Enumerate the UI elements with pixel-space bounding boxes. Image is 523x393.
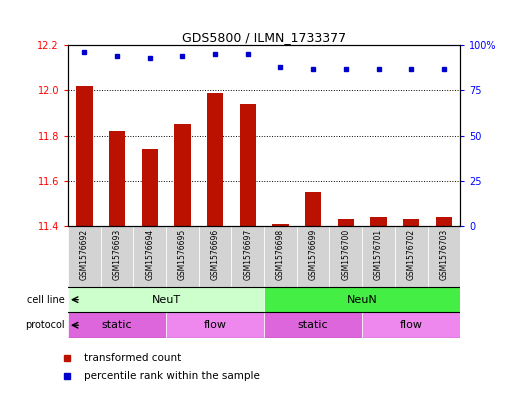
Bar [436, 217, 452, 226]
Text: GSM1576700: GSM1576700 [342, 229, 350, 280]
Bar [68, 226, 100, 287]
Bar [428, 226, 460, 287]
Bar [133, 226, 166, 287]
Text: GSM1576703: GSM1576703 [439, 229, 448, 280]
Text: GSM1576698: GSM1576698 [276, 229, 285, 280]
Bar [199, 226, 231, 287]
Bar [370, 217, 386, 226]
Text: flow: flow [400, 320, 423, 330]
Bar [403, 219, 419, 226]
Bar [68, 312, 166, 338]
Bar [264, 287, 460, 312]
Text: GSM1576697: GSM1576697 [243, 229, 252, 280]
Bar [264, 312, 362, 338]
Text: GSM1576695: GSM1576695 [178, 229, 187, 280]
Text: GSM1576696: GSM1576696 [211, 229, 220, 280]
Text: cell line: cell line [27, 295, 65, 305]
Text: GSM1576693: GSM1576693 [112, 229, 121, 280]
Bar [109, 131, 125, 226]
Text: GSM1576694: GSM1576694 [145, 229, 154, 280]
Bar [240, 104, 256, 226]
Bar [264, 226, 297, 287]
Bar [362, 226, 395, 287]
Text: percentile rank within the sample: percentile rank within the sample [84, 371, 259, 381]
Bar [395, 226, 428, 287]
Text: static: static [101, 320, 132, 330]
Text: transformed count: transformed count [84, 353, 181, 364]
Text: NeuN: NeuN [347, 295, 378, 305]
Text: GSM1576692: GSM1576692 [80, 229, 89, 280]
Bar [231, 226, 264, 287]
Text: protocol: protocol [25, 320, 65, 330]
Text: GSM1576701: GSM1576701 [374, 229, 383, 280]
Bar [305, 192, 321, 226]
Bar [207, 93, 223, 226]
Text: NeuT: NeuT [152, 295, 180, 305]
Bar [272, 224, 289, 226]
Bar [68, 287, 264, 312]
Bar [297, 226, 329, 287]
Bar [76, 86, 93, 226]
Bar [362, 312, 460, 338]
Text: static: static [298, 320, 328, 330]
Bar [142, 149, 158, 226]
Bar [166, 312, 264, 338]
Text: GSM1576699: GSM1576699 [309, 229, 317, 280]
Bar [329, 226, 362, 287]
Bar [174, 124, 190, 226]
Bar [100, 226, 133, 287]
Text: flow: flow [203, 320, 226, 330]
Bar [338, 219, 354, 226]
Bar [166, 226, 199, 287]
Text: GSM1576702: GSM1576702 [407, 229, 416, 280]
Title: GDS5800 / ILMN_1733377: GDS5800 / ILMN_1733377 [182, 31, 346, 44]
